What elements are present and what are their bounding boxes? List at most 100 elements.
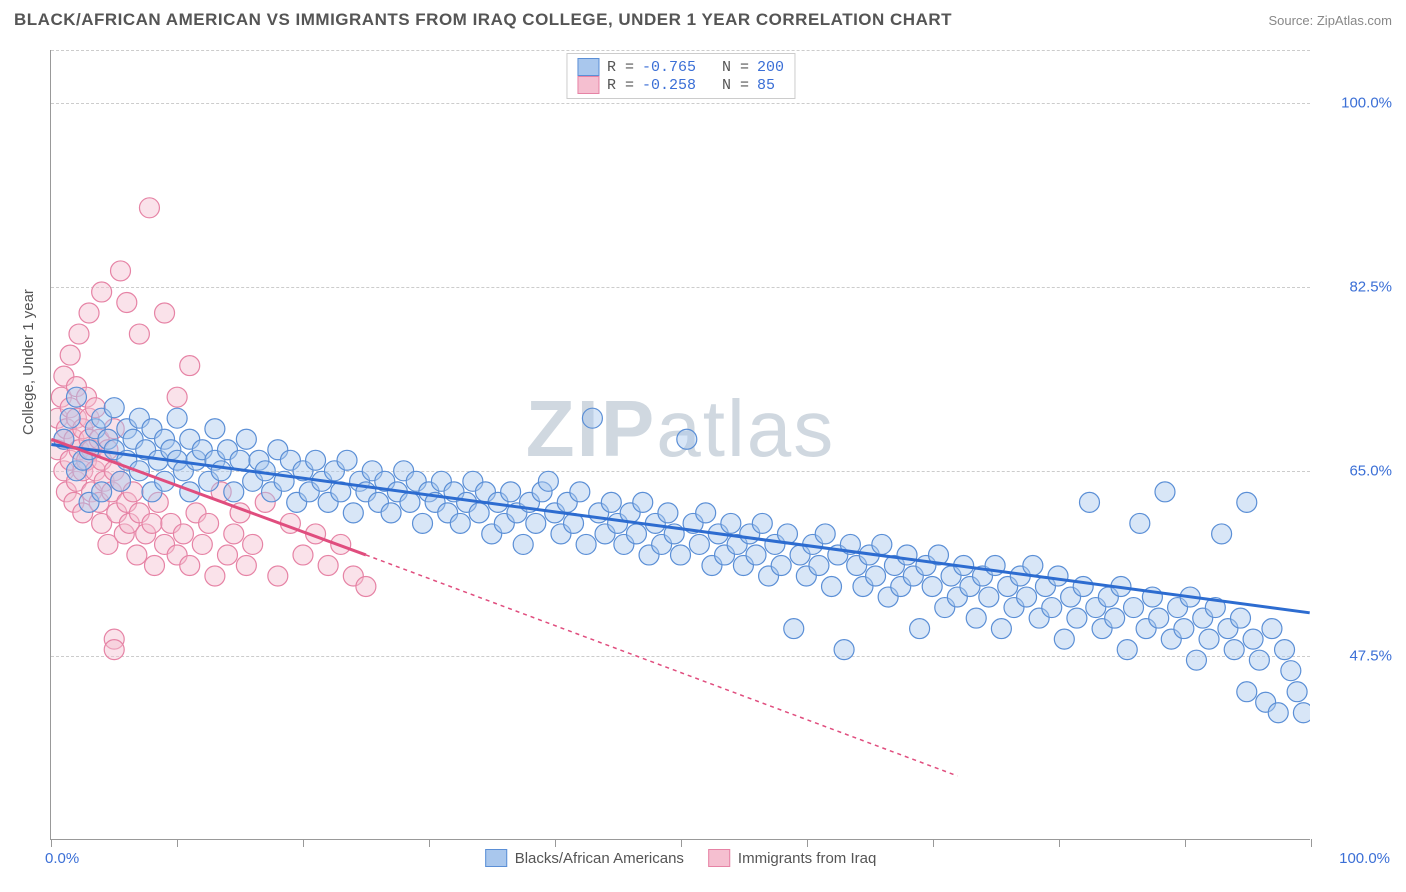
source-credit: Source: ZipAtlas.com [1268, 13, 1392, 28]
data-point [671, 545, 691, 565]
data-point [413, 513, 433, 533]
x-tick-min: 0.0% [45, 850, 79, 867]
data-point [922, 577, 942, 597]
data-point [167, 387, 187, 407]
data-point [180, 356, 200, 376]
data-point [381, 503, 401, 523]
data-point [822, 577, 842, 597]
chart-header: BLACK/AFRICAN AMERICAN VS IMMIGRANTS FRO… [14, 10, 1392, 30]
legend-item-2: Immigrants from Iraq [708, 849, 876, 867]
data-point [570, 482, 590, 502]
y-tick-label: 100.0% [1322, 94, 1392, 111]
swatch-series-1 [577, 58, 599, 76]
x-tick [51, 839, 52, 847]
data-point [243, 534, 263, 554]
data-point [60, 345, 80, 365]
data-point [66, 387, 86, 407]
data-point [1017, 587, 1037, 607]
data-point [576, 534, 596, 554]
data-point [897, 545, 917, 565]
data-point [746, 545, 766, 565]
data-point [155, 303, 175, 323]
legend-item-1: Blacks/African Americans [485, 849, 684, 867]
data-point [1231, 608, 1251, 628]
data-point [1186, 650, 1206, 670]
swatch-series-1-icon [485, 849, 507, 867]
series-legend: Blacks/African Americans Immigrants from… [485, 849, 877, 867]
data-point [1174, 619, 1194, 639]
chart-title: BLACK/AFRICAN AMERICAN VS IMMIGRANTS FRO… [14, 10, 952, 30]
data-point [815, 524, 835, 544]
data-point [1237, 492, 1257, 512]
x-tick [807, 839, 808, 847]
y-axis-label: College, Under 1 year [20, 289, 37, 435]
data-point [224, 482, 244, 502]
data-point [872, 534, 892, 554]
data-point [1149, 608, 1169, 628]
correlation-legend: R = -0.765 N = 200 R = -0.258 N = 85 [566, 53, 795, 99]
data-point [1130, 513, 1150, 533]
y-tick-label: 47.5% [1322, 647, 1392, 664]
data-point [199, 513, 219, 533]
data-point [79, 303, 99, 323]
data-point [1023, 555, 1043, 575]
source-link[interactable]: ZipAtlas.com [1317, 13, 1392, 28]
data-point [104, 398, 124, 418]
data-point [1117, 640, 1137, 660]
data-point [129, 324, 149, 344]
data-point [236, 429, 256, 449]
data-point [809, 555, 829, 575]
data-point [784, 619, 804, 639]
data-point [1224, 640, 1244, 660]
data-point [910, 619, 930, 639]
data-point [1275, 640, 1295, 660]
x-tick [1059, 839, 1060, 847]
data-point [306, 450, 326, 470]
x-tick [933, 839, 934, 847]
data-point [60, 408, 80, 428]
data-point [834, 640, 854, 660]
x-tick [681, 839, 682, 847]
data-point [771, 555, 791, 575]
data-point [224, 524, 244, 544]
data-point [139, 198, 159, 218]
data-point [211, 461, 231, 481]
data-point [111, 471, 131, 491]
data-point [1124, 598, 1144, 618]
legend-row-1: R = -0.765 N = 200 [577, 58, 784, 76]
x-tick [555, 839, 556, 847]
data-point [205, 566, 225, 586]
data-point [991, 619, 1011, 639]
data-point [658, 503, 678, 523]
data-point [318, 555, 338, 575]
data-point [689, 534, 709, 554]
data-point [469, 503, 489, 523]
data-point [111, 261, 131, 281]
data-point [677, 429, 697, 449]
data-point [501, 482, 521, 502]
data-point [268, 566, 288, 586]
x-tick [1185, 839, 1186, 847]
data-point [626, 524, 646, 544]
data-point [601, 492, 621, 512]
data-point [513, 534, 533, 554]
data-point [450, 513, 470, 533]
plot-svg [51, 50, 1310, 839]
data-point [356, 577, 376, 597]
data-point [526, 513, 546, 533]
data-point [1054, 629, 1074, 649]
data-point [979, 587, 999, 607]
data-point [343, 503, 363, 523]
data-point [1262, 619, 1282, 639]
data-point [1281, 661, 1301, 681]
data-point [236, 555, 256, 575]
data-point [966, 608, 986, 628]
data-point [400, 492, 420, 512]
data-point [337, 450, 357, 470]
data-point [1212, 524, 1232, 544]
data-point [127, 545, 147, 565]
data-point [866, 566, 886, 586]
data-point [1073, 577, 1093, 597]
data-point [1048, 566, 1068, 586]
data-point [173, 524, 193, 544]
